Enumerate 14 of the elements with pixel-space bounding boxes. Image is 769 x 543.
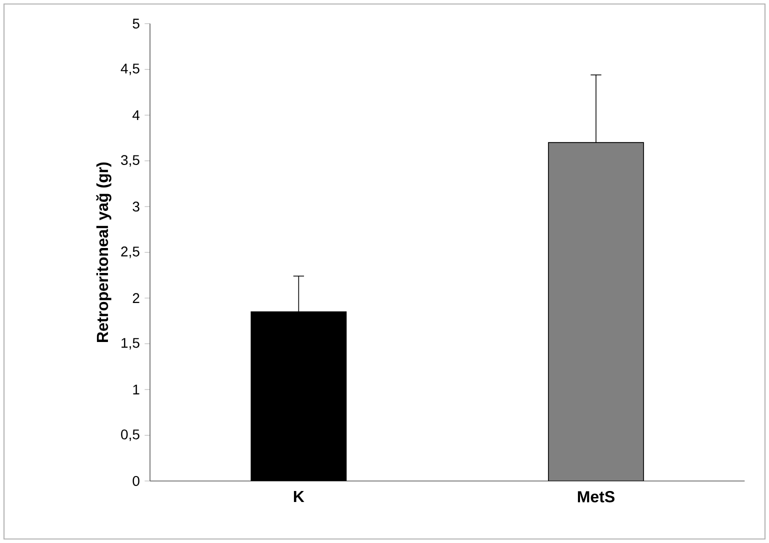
y-tick-label: 3,5 [121,155,140,167]
y-tick-label: 4,5 [120,64,140,76]
y-tick-label: 4 [132,110,140,120]
y-tick-label: 0,5 [121,429,140,442]
y-tick-label: 3 [132,202,140,212]
y-axis-title: Retroperitoneal yağ (gr) [96,162,112,342]
y-tick-label: 0 [132,476,140,486]
y-tick-label: 2 [132,293,140,303]
x-tick-label: MetS [578,491,614,502]
y-tick-label: 5 [132,18,140,29]
x-tick-label: K [294,491,304,502]
y-tick-label: 2,5 [121,246,140,258]
y-tick-label: 1 [133,384,140,394]
y-tick-label: 1,5 [122,338,140,350]
